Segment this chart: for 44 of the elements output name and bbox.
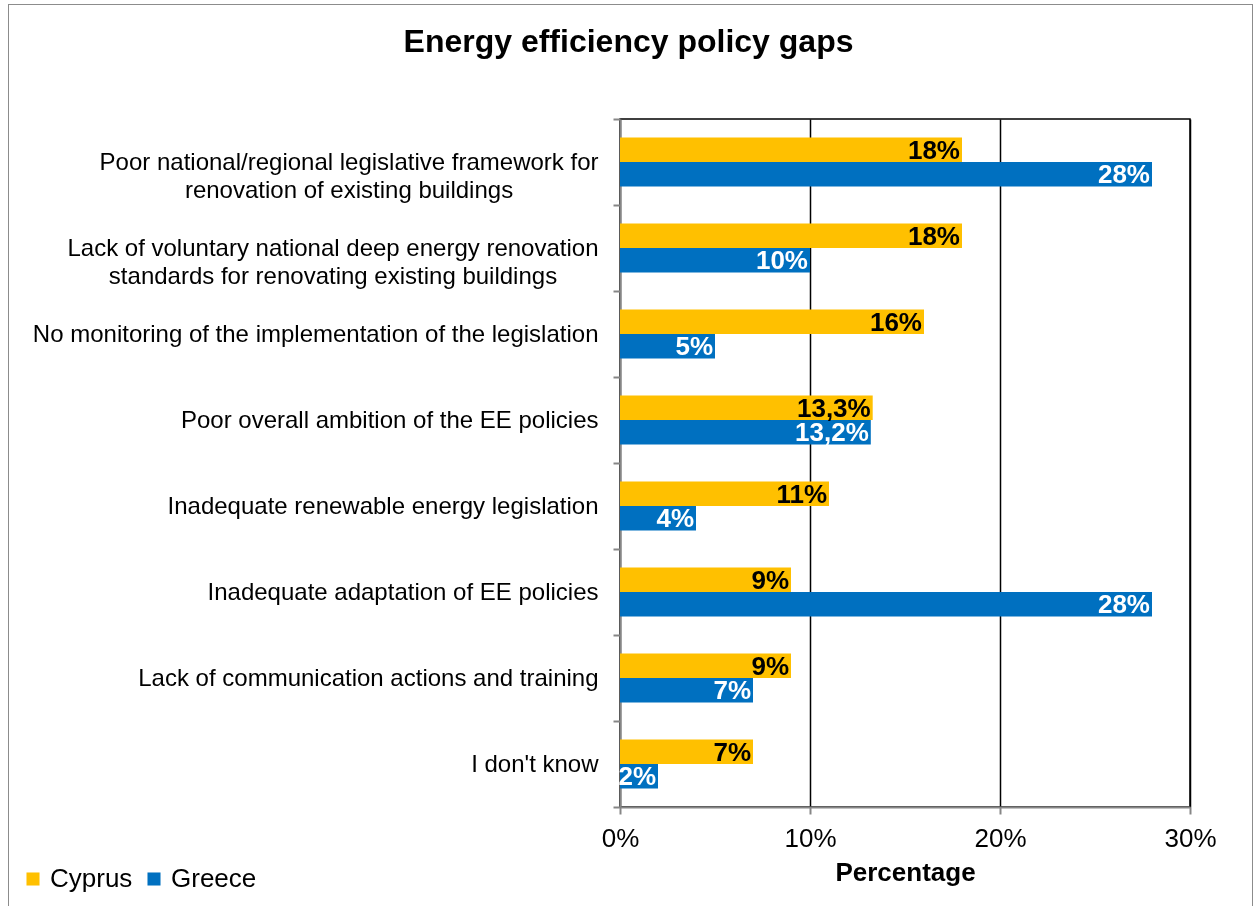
bar bbox=[620, 653, 791, 678]
y-tick-label: Inadequate renewable energy legislation bbox=[167, 491, 599, 519]
data-label: 7% bbox=[713, 675, 751, 706]
data-label: 28% bbox=[1097, 159, 1150, 190]
bar bbox=[620, 420, 871, 445]
bar bbox=[620, 137, 962, 162]
x-tick-label: 30% bbox=[1164, 822, 1217, 853]
x-axis-title: Percentage bbox=[835, 856, 976, 887]
data-label: 4% bbox=[656, 503, 694, 534]
chart-title: Energy efficiency policy gaps bbox=[403, 23, 854, 59]
y-tick-label: Lack of voluntary national deep energy renovation standards for renovating existing buildings bbox=[67, 233, 599, 289]
y-tick-label: Poor overall ambition of the EE policies bbox=[180, 405, 599, 433]
x-tick-label: 0% bbox=[601, 822, 640, 853]
y-tick-label: I don't know bbox=[471, 749, 600, 777]
data-label: 16% bbox=[869, 306, 922, 337]
data-label: 9% bbox=[751, 564, 789, 595]
y-tick-label: Lack of communication actions and training bbox=[138, 663, 599, 691]
x-tick-label: 10% bbox=[784, 822, 837, 853]
y-tick-label: Inadequate adaptation of EE policies bbox=[207, 577, 599, 605]
data-label: 9% bbox=[751, 650, 789, 681]
bar bbox=[620, 309, 924, 334]
bar bbox=[620, 223, 962, 248]
data-label: 28% bbox=[1097, 589, 1150, 620]
data-label: 5% bbox=[675, 331, 713, 362]
y-tick-label: No monitoring of the implementation of the legislation bbox=[32, 319, 599, 347]
y-tick-label: Poor national/regional legislative framework for renovation of existing buildings bbox=[99, 147, 599, 203]
legend-label: Cyprus bbox=[50, 863, 133, 893]
legend-label: Greece bbox=[171, 863, 257, 893]
data-label: 18% bbox=[907, 220, 960, 251]
bar bbox=[620, 248, 810, 273]
data-label: 18% bbox=[907, 134, 960, 165]
bar bbox=[620, 678, 753, 703]
x-tick-label: 20% bbox=[974, 822, 1027, 853]
data-label: 7% bbox=[713, 736, 751, 767]
bar bbox=[620, 162, 1152, 187]
bar bbox=[620, 739, 753, 764]
data-label: 11% bbox=[776, 478, 827, 509]
bar bbox=[620, 567, 791, 592]
data-label: 13,3% bbox=[796, 392, 871, 423]
data-label: 10% bbox=[755, 245, 808, 276]
bar bbox=[620, 592, 1152, 617]
bar bbox=[620, 481, 829, 506]
bar bbox=[620, 395, 873, 420]
data-label: 2% bbox=[618, 761, 656, 792]
